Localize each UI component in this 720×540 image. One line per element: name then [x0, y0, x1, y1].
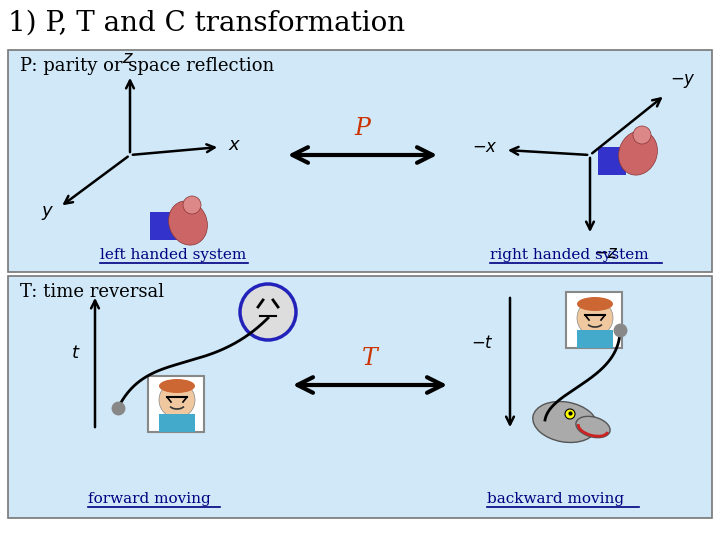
Text: $-t$: $-t$	[471, 334, 494, 352]
Text: $-y$: $-y$	[670, 72, 696, 90]
Ellipse shape	[183, 196, 201, 214]
Ellipse shape	[576, 416, 610, 437]
Text: forward moving: forward moving	[88, 492, 211, 506]
FancyBboxPatch shape	[577, 330, 613, 348]
FancyBboxPatch shape	[566, 292, 622, 348]
Circle shape	[159, 382, 195, 418]
Text: backward moving: backward moving	[487, 492, 624, 506]
FancyBboxPatch shape	[8, 276, 712, 518]
Circle shape	[565, 409, 575, 419]
Text: T: T	[362, 347, 378, 370]
Text: T: time reversal: T: time reversal	[20, 283, 164, 301]
Circle shape	[240, 284, 296, 340]
Text: $-z$: $-z$	[594, 245, 619, 262]
Ellipse shape	[633, 126, 651, 144]
FancyBboxPatch shape	[159, 414, 195, 432]
Text: $x$: $x$	[228, 136, 241, 154]
Ellipse shape	[577, 297, 613, 311]
Text: $-x$: $-x$	[472, 138, 498, 156]
Circle shape	[577, 300, 613, 336]
Text: right handed system: right handed system	[490, 248, 649, 262]
FancyBboxPatch shape	[150, 212, 178, 240]
Text: left handed system: left handed system	[100, 248, 246, 262]
Text: $y$: $y$	[41, 204, 54, 222]
Text: 1) P, T and C transformation: 1) P, T and C transformation	[8, 10, 405, 37]
FancyBboxPatch shape	[148, 376, 204, 432]
Text: P: parity or space reflection: P: parity or space reflection	[20, 57, 274, 75]
Text: $t$: $t$	[71, 344, 81, 362]
Ellipse shape	[159, 379, 195, 393]
Text: $z$: $z$	[122, 49, 134, 67]
Ellipse shape	[168, 201, 207, 245]
Ellipse shape	[533, 402, 597, 442]
Text: P: P	[354, 117, 370, 140]
FancyBboxPatch shape	[8, 50, 712, 272]
FancyBboxPatch shape	[598, 147, 626, 175]
Ellipse shape	[618, 131, 657, 175]
